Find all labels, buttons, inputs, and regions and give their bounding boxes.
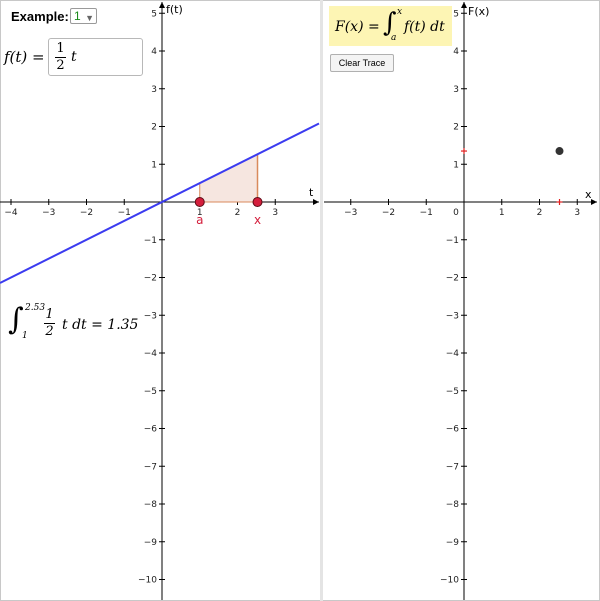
formula-body: f(t) dt xyxy=(404,19,445,35)
point-a[interactable] xyxy=(194,197,205,207)
function-input-field[interactable]: 1 2 t xyxy=(48,38,143,76)
point-x-label: x xyxy=(254,213,261,227)
function-variable: t xyxy=(71,49,77,65)
left-y-tick-label: −3 xyxy=(144,311,157,321)
integral-lower-limit: 1 xyxy=(22,331,28,341)
left-y-tick-label: −5 xyxy=(144,387,157,397)
left-x-tick-label: 1 xyxy=(197,208,203,218)
left-x-tick-label: −4 xyxy=(4,208,18,218)
left-x-tick-label: −1 xyxy=(118,208,131,218)
right-x-axis-arrow xyxy=(591,199,597,205)
right-y-tick-label: −4 xyxy=(446,349,460,359)
right-y-tick-label: 2 xyxy=(453,123,459,133)
left-y-tick-label: 2 xyxy=(151,123,157,133)
left-y-tick-label: 4 xyxy=(151,47,157,57)
trace-point[interactable] xyxy=(555,147,564,156)
left-y-tick-label: −9 xyxy=(144,538,158,548)
left-graphics-view[interactable]: −4 −3 −2 −1 1 2 3 5 4 3 2 1 −1 −2 −3 −4 −5 −6 −7 −8 −9 −10 t… xyxy=(0,2,320,600)
right-x-tick-label: −2 xyxy=(382,208,395,218)
left-y-tick-label: −1 xyxy=(144,236,157,246)
right-y-tick-label: −7 xyxy=(446,462,459,472)
right-x-tick-label: 3 xyxy=(574,208,580,218)
point-x[interactable] xyxy=(252,197,263,207)
right-y-tick-label: 4 xyxy=(453,47,459,57)
right-x-tick-label: −1 xyxy=(420,208,433,218)
left-y-tick-label: −4 xyxy=(144,349,158,359)
formula-upper-limit: x xyxy=(397,7,403,17)
left-y-tick-label: 5 xyxy=(151,9,157,19)
view-divider[interactable] xyxy=(320,0,323,601)
left-y-tick-label: −7 xyxy=(144,462,157,472)
function-denominator: 2 xyxy=(56,58,65,73)
right-y-tick-label: −1 xyxy=(446,236,459,246)
accumulation-formula: F(x) = ∫ x a f(t) dt xyxy=(329,6,452,46)
right-x-tick-label: 1 xyxy=(499,208,505,218)
left-x-tick-label: 3 xyxy=(272,208,278,218)
integral-result: ∫ 2.53 1 1 2 t dt = 1.35 xyxy=(8,302,148,346)
right-x-tick-label: 0 xyxy=(453,208,459,218)
integral-body: t dt = 1.35 xyxy=(62,317,139,333)
left-y-tick-label: 3 xyxy=(151,85,157,95)
integral-numerator: 1 xyxy=(45,307,54,322)
right-x-tick-label: −3 xyxy=(344,208,357,218)
left-y-axis-label: f(t) xyxy=(166,3,183,16)
right-y-axis-arrow xyxy=(461,2,467,8)
right-y-tick-label: −8 xyxy=(446,500,460,510)
left-x-tick-label: 2 xyxy=(235,208,241,218)
right-y-tick-label: 3 xyxy=(453,85,459,95)
right-y-tick-label: −9 xyxy=(446,538,460,548)
left-y-axis-arrow xyxy=(159,2,165,8)
formula-integral-sign: ∫ xyxy=(383,8,397,38)
function-fraction: 1 2 xyxy=(55,42,66,73)
right-y-axis-label: F(x) xyxy=(468,5,489,18)
example-dropdown[interactable]: 1 ▼ xyxy=(70,8,97,24)
right-y-tick-label: −5 xyxy=(446,387,459,397)
function-numerator: 1 xyxy=(56,41,65,56)
chevron-down-icon: ▼ xyxy=(85,13,94,23)
left-y-ticks: 5 4 3 2 1 −1 −2 −3 −4 −5 −6 −7 −8 −9 −10 xyxy=(138,9,165,586)
formula-lhs: F(x) = xyxy=(335,19,380,35)
right-y-tick-label: −2 xyxy=(446,274,459,284)
right-y-ticks: 5 4 3 2 1 −1 −2 −3 −4 −5 −6 −7 −8 −9 −10 xyxy=(440,9,467,586)
trace-markers xyxy=(461,148,563,205)
function-input-label: f(t) = xyxy=(4,48,45,66)
left-y-tick-label: −6 xyxy=(144,425,158,435)
left-x-tick-label: −3 xyxy=(42,208,55,218)
integral-upper-limit: 2.53 xyxy=(25,303,46,313)
left-y-tick-label: 1 xyxy=(151,160,157,170)
clear-trace-button[interactable]: Clear Trace xyxy=(330,54,394,72)
integral-sign: ∫ xyxy=(8,302,24,337)
right-y-tick-label: −6 xyxy=(446,425,460,435)
function-line[interactable] xyxy=(0,122,320,284)
example-dropdown-value: 1 xyxy=(74,9,81,23)
left-y-tick-label: −10 xyxy=(138,576,157,586)
integral-denominator: 2 xyxy=(45,324,54,339)
right-x-ticks: −3 −2 −1 0 1 2 3 xyxy=(344,199,580,218)
integral-fraction: 1 2 xyxy=(44,308,55,339)
left-y-tick-label: −2 xyxy=(144,274,157,284)
point-a-label: a xyxy=(196,213,203,227)
example-label: Example: xyxy=(11,9,69,24)
left-x-tick-label: −2 xyxy=(80,208,93,218)
right-y-tick-label: 5 xyxy=(453,9,459,19)
right-y-tick-label: −10 xyxy=(440,576,459,586)
left-x-axis-arrow xyxy=(313,199,319,205)
left-x-axis-label: t xyxy=(309,186,314,199)
right-y-tick-label: 1 xyxy=(453,160,459,170)
right-x-axis-label: x xyxy=(585,188,592,201)
right-y-tick-label: −3 xyxy=(446,311,459,321)
formula-lower-limit: a xyxy=(391,33,397,43)
left-y-tick-label: −8 xyxy=(144,500,158,510)
right-x-tick-label: 2 xyxy=(537,208,543,218)
